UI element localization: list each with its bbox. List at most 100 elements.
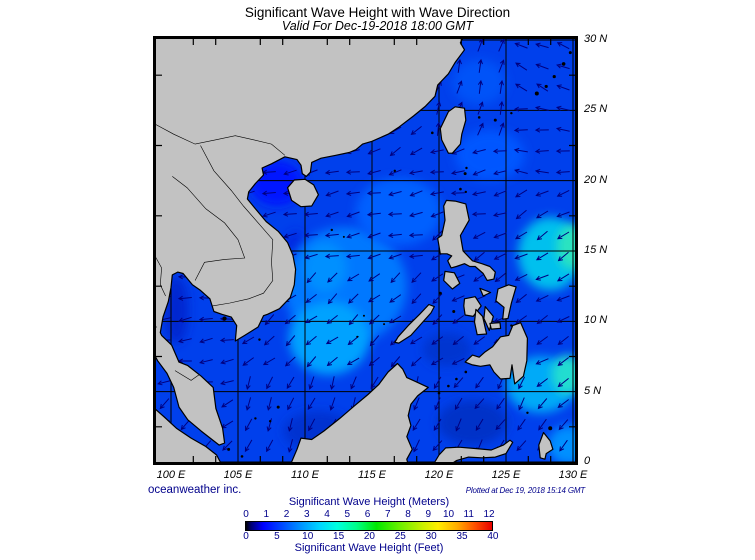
island-dot [548, 426, 553, 431]
lon-tick-label: 120 E [424, 469, 454, 481]
wave-height-region [355, 177, 442, 246]
wave-map [152, 33, 591, 466]
wave-map-svg [152, 33, 591, 466]
island-dot [568, 51, 572, 55]
meters-tick: 11 [463, 509, 474, 520]
island-dot [383, 323, 386, 326]
island-dot [240, 455, 244, 458]
meters-tick: 8 [405, 509, 411, 520]
colorbar-meters-label: Significant Wave Height (Meters) [288, 496, 450, 508]
land-mass [443, 270, 461, 290]
island-dot [510, 111, 513, 115]
land-mass [432, 439, 514, 466]
island-dot [431, 131, 434, 135]
feet-tick: 15 [333, 531, 345, 542]
island-dot [222, 316, 227, 321]
island-dot [459, 187, 462, 191]
island-dot [342, 235, 345, 238]
land-mass [538, 431, 554, 460]
lat-tick-label: 10 N [584, 314, 608, 327]
wave-height-region [452, 59, 507, 105]
frame-minor-ticks [156, 39, 575, 462]
island-dot [268, 420, 272, 423]
island-dot [437, 391, 441, 395]
feet-tick: 20 [363, 531, 375, 542]
feet-tick: 0 [243, 531, 249, 542]
land-mass [464, 322, 528, 385]
lat-tick-label: 30 N [584, 33, 608, 45]
lat-tick-label: 0 [584, 455, 591, 467]
lon-tick-label: 105 E [223, 469, 253, 481]
land-mass [437, 199, 496, 282]
plotted-timestamp: Plotted at Dec 19, 2018 15:14 GMT [465, 486, 585, 495]
lat-tick-label: 15 N [584, 244, 608, 256]
credit-text: oceanweather inc. [148, 484, 242, 496]
island-dot [463, 172, 467, 176]
land-mass [152, 33, 466, 446]
feet-tick: 10 [302, 531, 314, 542]
meters-tick: 1 [263, 509, 270, 520]
country-border [152, 252, 166, 297]
feet-tick: 40 [487, 531, 499, 542]
island-dot [510, 324, 513, 327]
land-mass [489, 322, 502, 330]
lat-tick-label: 20 N [584, 173, 608, 186]
island-dot [544, 84, 548, 89]
island-dot [447, 384, 450, 388]
wave-height-region [422, 332, 472, 367]
meters-tick: 5 [344, 509, 351, 520]
lon-tick-label: 125 E [491, 469, 521, 481]
meters-tick: 6 [364, 509, 371, 520]
land-mass [495, 284, 517, 320]
land-mass [289, 362, 429, 466]
country-border [172, 176, 246, 281]
meters-tick: 12 [483, 509, 495, 520]
colorbar-feet-label: Significant Wave Height (Feet) [294, 542, 444, 554]
meters-tick: 3 [303, 509, 310, 520]
page-title: Significant Wave Height with Wave Direct… [244, 5, 511, 20]
island-dot [464, 370, 468, 374]
land-mass [473, 308, 488, 336]
island-dot [393, 169, 396, 173]
meters-tick: 2 [283, 509, 290, 520]
island-dot [464, 190, 467, 194]
land-mass [394, 303, 435, 344]
wave-height-region [303, 242, 347, 294]
island-dot [493, 118, 497, 122]
map-frame [153, 36, 578, 465]
lon-tick-label: 130 E [558, 469, 588, 481]
country-border [200, 145, 274, 307]
lon-tick-label: 115 E [358, 469, 386, 481]
feet-tick: 25 [394, 531, 406, 542]
island-dot [465, 166, 468, 170]
island-dot [455, 377, 458, 381]
island-dot [477, 116, 481, 119]
land-mass [287, 178, 319, 208]
lon-tick-label: 100 E [156, 469, 186, 481]
island-dot [330, 228, 333, 232]
valid-time-subtitle: Valid For Dec-19-2018 18:00 GMT [281, 19, 474, 33]
island-dot [561, 62, 566, 66]
meters-tick: 10 [442, 509, 455, 520]
island-dot [276, 405, 280, 409]
island-dot [227, 447, 231, 451]
wave-height-region [288, 301, 370, 375]
feet-tick: 30 [425, 531, 437, 542]
country-border [152, 122, 286, 156]
island-dot [258, 338, 261, 341]
lon-tick-label: 110 E [291, 469, 319, 481]
meters-tick: 4 [324, 509, 330, 520]
colorbar-gradient [245, 521, 493, 531]
meters-tick: 0 [243, 509, 249, 520]
lat-tick-label: 5 N [584, 384, 602, 397]
feet-tick: 35 [456, 531, 468, 542]
land-mass [439, 106, 467, 154]
meters-tick: 7 [384, 509, 391, 520]
wave-height-region [437, 400, 508, 446]
island-dot [452, 309, 456, 313]
country-border [174, 370, 200, 381]
island-dot [438, 291, 442, 295]
island-dot [552, 74, 556, 79]
lat-tick-label: 25 N [584, 103, 608, 116]
